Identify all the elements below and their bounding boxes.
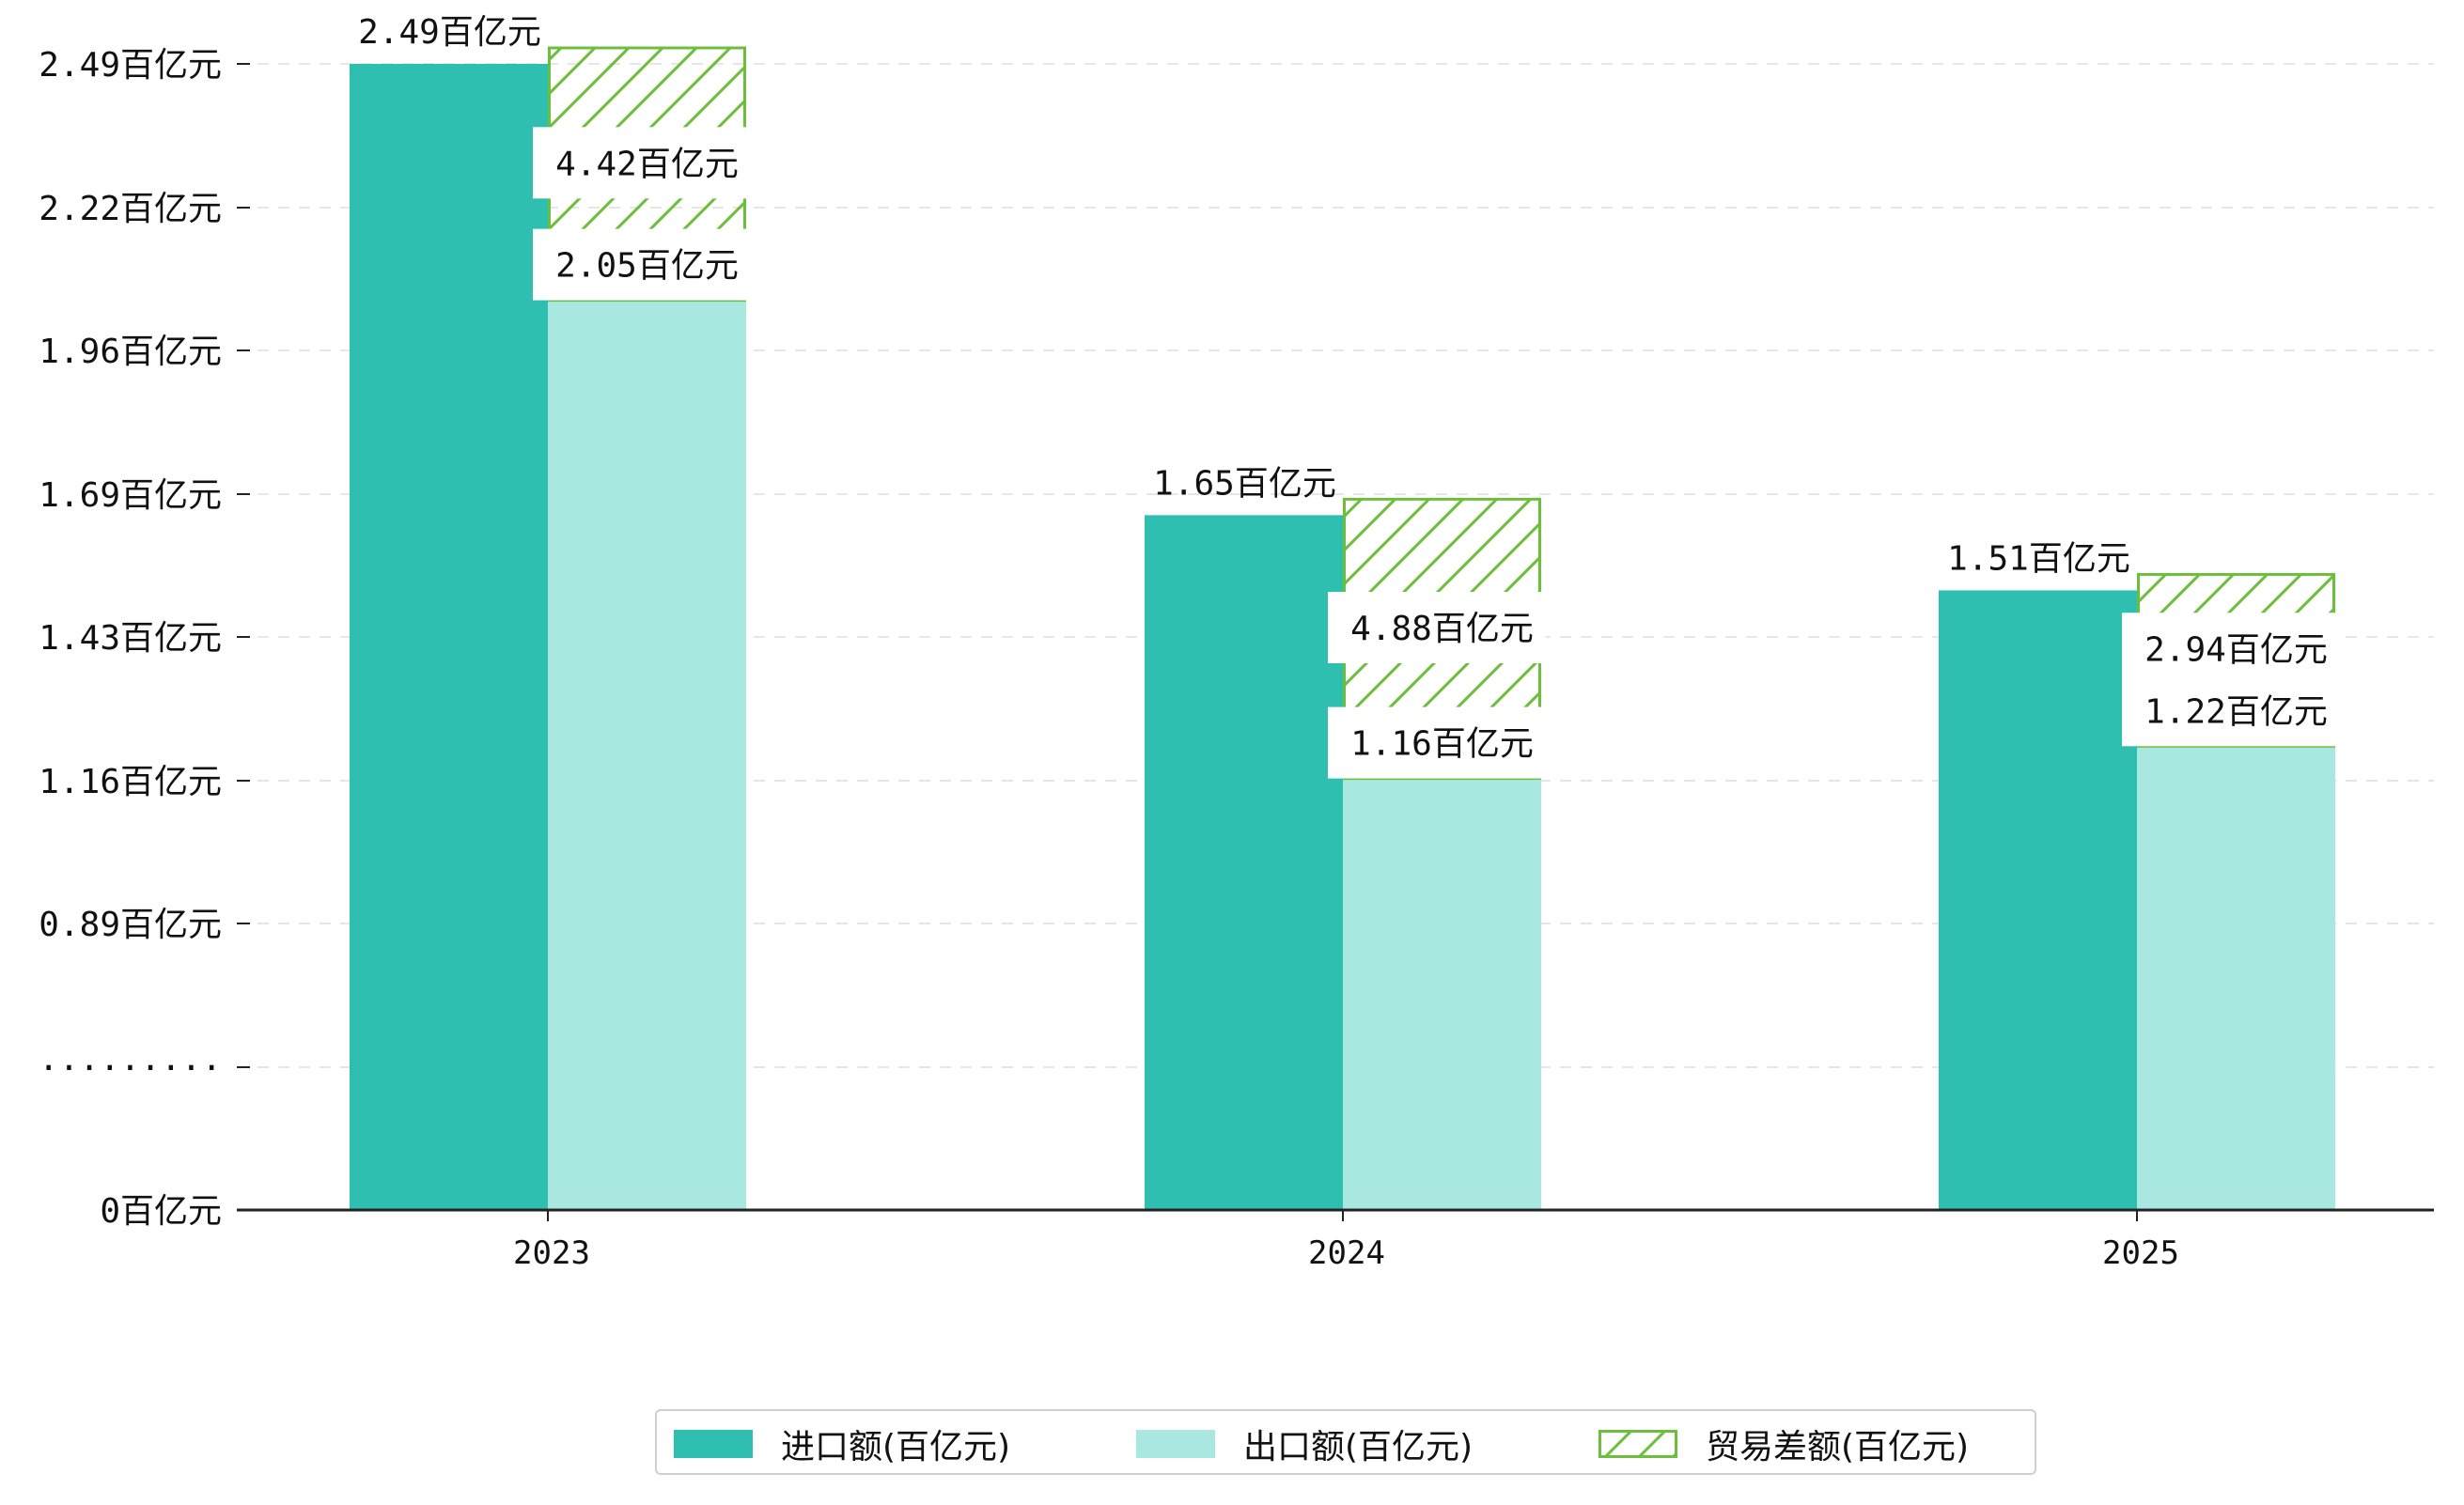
data-label-box bbox=[533, 228, 751, 301]
legend-label-balance: 贸易差额(百亿元) bbox=[1706, 1428, 1970, 1466]
x-tick-label: 2024 bbox=[1308, 1234, 1385, 1272]
y-tick-label: 2.49百亿元 bbox=[39, 46, 222, 85]
data-label-import: 1.65百亿元 bbox=[1153, 464, 1336, 503]
y-tick-label: 1.69百亿元 bbox=[39, 476, 222, 515]
x-tick-label: 2025 bbox=[2102, 1234, 2179, 1272]
data-label-export: 1.16百亿元 bbox=[1350, 725, 1534, 764]
y-tick-label: 0.89百亿元 bbox=[39, 906, 222, 944]
data-label-box bbox=[2122, 675, 2340, 747]
bar-import bbox=[1145, 515, 1343, 1210]
axis-layer: 0百亿元 ········· 0.89百亿元 1.16百亿元 1.43百亿元 1.69百亿… bbox=[39, 46, 2434, 1272]
legend: 进口额(百亿元) 出口额(百亿元) 贸易差额(百亿元) bbox=[655, 1409, 2036, 1475]
x-tick-label: 2023 bbox=[513, 1234, 590, 1272]
y-tick-label: 1.96百亿元 bbox=[39, 333, 222, 371]
bar-import bbox=[1939, 590, 2137, 1210]
legend-swatch-export bbox=[1136, 1430, 1215, 1458]
legend-swatch-import bbox=[674, 1430, 753, 1458]
legend-item-import: 进口额(百亿元) bbox=[674, 1411, 1010, 1477]
y-tick-label: ········· bbox=[39, 1049, 222, 1088]
data-label-box bbox=[1328, 706, 1546, 779]
data-label-balance: 4.42百亿元 bbox=[555, 145, 739, 183]
data-label-box bbox=[1328, 591, 1546, 663]
data-label-balance: 2.94百亿元 bbox=[2144, 630, 2328, 669]
bar-export bbox=[1343, 778, 1541, 1210]
data-label-import: 1.51百亿元 bbox=[1947, 539, 2130, 578]
legend-label-export: 出口额(百亿元) bbox=[1243, 1428, 1474, 1466]
data-label-export: 1.22百亿元 bbox=[2144, 692, 2328, 731]
data-label-box bbox=[2122, 613, 2340, 685]
data-label-box bbox=[533, 127, 751, 199]
y-tick-label: 1.43百亿元 bbox=[39, 619, 222, 658]
legend-item-balance: 贸易差额(百亿元) bbox=[1598, 1411, 1969, 1477]
legend-label-import: 进口额(百亿元) bbox=[781, 1428, 1011, 1466]
legend-swatch-balance bbox=[1598, 1430, 1677, 1458]
bar-export bbox=[2137, 746, 2335, 1210]
data-label-import: 2.49百亿元 bbox=[358, 13, 541, 52]
bar-import bbox=[350, 64, 548, 1210]
data-label-balance: 4.88百亿元 bbox=[1350, 610, 1534, 648]
y-tick-label: 0百亿元 bbox=[100, 1192, 222, 1231]
legend-item-export: 出口额(百亿元) bbox=[1136, 1411, 1473, 1477]
data-label-export: 2.05百亿元 bbox=[555, 247, 739, 286]
y-tick-label: 1.16百亿元 bbox=[39, 763, 222, 801]
labels-layer: 2.49百亿元 2.05百亿元 4.42百亿元 1.65百亿元 1.16百亿元 4.88百… bbox=[358, 13, 2340, 779]
bar-export bbox=[548, 300, 746, 1210]
y-tick-label: 2.22百亿元 bbox=[39, 190, 222, 228]
